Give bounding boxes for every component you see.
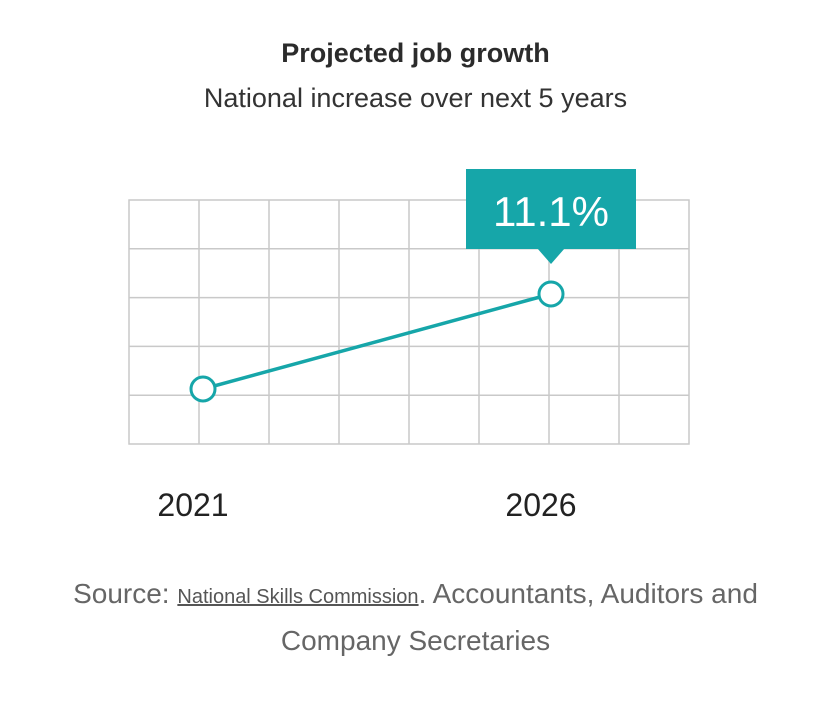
x-tick-label: 2021 (157, 487, 228, 523)
series-line (202, 292, 552, 391)
source-suffix: . Accountants, Auditors and Company Secr… (280, 578, 758, 656)
value-callout: 11.1% (466, 169, 636, 264)
source-link[interactable]: National Skills Commission (177, 586, 419, 608)
data-point (537, 280, 565, 308)
callout-pointer (537, 248, 565, 264)
source-note: Source: National Skills Commission. Acco… (20, 572, 811, 663)
x-tick-label: 2026 (505, 487, 576, 523)
x-axis-ticks: 2021 2026 (157, 487, 576, 523)
chart-series (189, 280, 565, 403)
chart-title: Projected job growth (281, 38, 550, 68)
callout-label: 11.1% (493, 188, 609, 235)
line-chart: 11.1% 2021 2026 (128, 169, 690, 523)
chart-subtitle: National increase over next 5 years (203, 83, 628, 113)
callout-box (466, 169, 636, 249)
data-point (189, 375, 217, 403)
source-prefix: Source: (73, 578, 178, 609)
